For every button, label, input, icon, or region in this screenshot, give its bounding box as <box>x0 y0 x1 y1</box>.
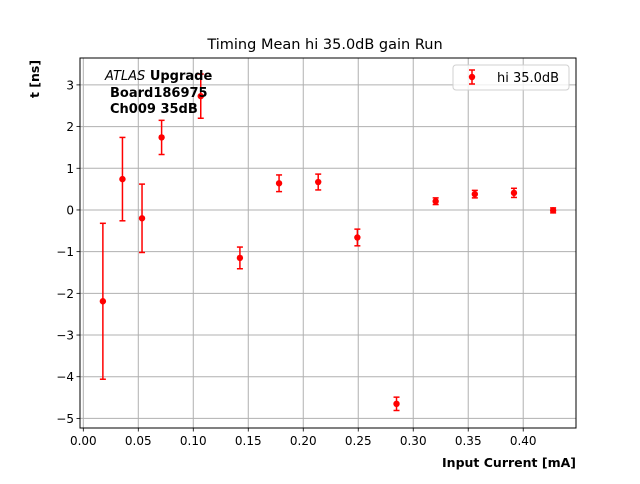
data-point <box>354 234 361 241</box>
x-tick-label: 0.20 <box>290 434 317 448</box>
data-points <box>99 73 557 412</box>
data-point-group <box>236 246 244 270</box>
data-point <box>197 92 204 100</box>
y-tick-label: −3 <box>56 329 74 343</box>
y-tick-label: 1 <box>66 162 74 176</box>
data-point-group <box>99 222 107 380</box>
x-tick-label: 0.30 <box>400 434 427 448</box>
data-point-group <box>549 207 557 214</box>
y-tick-label: −2 <box>56 287 74 301</box>
x-axis-label: Input Current [mA] <box>442 455 576 470</box>
upgrade-label: Upgrade <box>150 69 213 84</box>
atlas-annotation: ATLAS Upgrade Board186975 Ch009 35dB <box>104 69 212 117</box>
data-point <box>236 254 244 262</box>
x-tick-label: 0.05 <box>125 434 152 448</box>
data-point-group <box>393 396 400 412</box>
y-tick-label: 0 <box>66 203 74 217</box>
board-label: Board186975 <box>110 86 208 101</box>
x-tick-label: 0.25 <box>345 434 372 448</box>
data-point-group <box>315 173 322 191</box>
data-point <box>119 175 126 183</box>
data-point-group <box>432 197 439 206</box>
data-point <box>468 73 476 81</box>
legend-label: hi 35.0dB <box>497 71 559 86</box>
y-axis-label: t [ns] <box>27 60 42 98</box>
data-point <box>393 400 400 408</box>
x-tick-label: 0.10 <box>180 434 207 448</box>
x-tick-label: 0.35 <box>455 434 482 448</box>
data-point-group <box>138 183 146 254</box>
x-tick-label: 0.00 <box>70 434 97 448</box>
x-tick-label: 0.15 <box>235 434 262 448</box>
data-point <box>138 215 146 222</box>
y-tick-label: −4 <box>56 370 74 384</box>
y-tick-label: −1 <box>56 245 74 259</box>
data-point-group <box>354 228 361 247</box>
data-point <box>158 134 165 141</box>
data-point <box>99 298 107 305</box>
data-point-group <box>275 174 283 193</box>
data-point <box>549 207 557 214</box>
legend-marker <box>468 69 476 85</box>
atlas-label: ATLAS <box>104 69 145 84</box>
data-point-group <box>471 189 479 199</box>
data-point-group <box>119 136 126 222</box>
y-tick-label: 2 <box>66 120 74 134</box>
legend: hi 35.0dB <box>452 64 570 91</box>
channel-label: Ch009 35dB <box>110 102 198 117</box>
data-point <box>432 198 439 205</box>
grid <box>80 58 576 428</box>
data-point-group <box>197 73 204 119</box>
y-tick-label: 3 <box>66 78 74 92</box>
data-point <box>510 189 518 197</box>
data-point <box>275 180 283 187</box>
data-point-group <box>158 119 165 156</box>
data-point <box>471 190 479 198</box>
data-point-group <box>510 187 518 199</box>
x-tick-label: 0.40 <box>510 434 537 448</box>
svg-text:ATLAS Upgrade: ATLAS Upgrade <box>104 69 212 84</box>
plot-frame <box>79 57 577 429</box>
chart-title: Timing Mean hi 35.0dB gain Run <box>206 37 442 53</box>
y-tick-label: −5 <box>56 412 74 426</box>
data-point <box>315 178 322 186</box>
ticks: 0.00 0.05 0.10 0.15 0.20 0.25 0.30 0.35 0.40 −5 −4… <box>56 78 536 448</box>
